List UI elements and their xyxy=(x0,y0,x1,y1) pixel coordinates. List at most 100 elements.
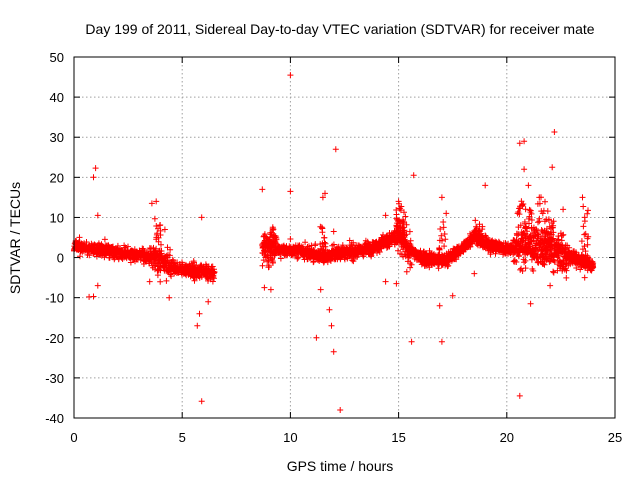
data-point xyxy=(198,214,205,221)
y-tick-label: 0 xyxy=(57,251,64,266)
data-point xyxy=(328,322,335,329)
data-point xyxy=(337,407,344,413)
y-tick-label: 30 xyxy=(50,130,64,145)
data-point xyxy=(287,236,294,242)
x-tick-label: 10 xyxy=(283,430,297,445)
data-point xyxy=(346,237,353,244)
data-point xyxy=(535,219,541,226)
data-point xyxy=(146,278,153,285)
x-tick-label: 20 xyxy=(500,430,514,445)
data-point xyxy=(161,226,168,233)
data-point xyxy=(166,252,173,259)
data-point xyxy=(406,228,413,235)
data-point xyxy=(198,398,205,405)
data-point xyxy=(408,338,415,345)
data-points xyxy=(71,72,597,413)
data-point xyxy=(472,217,479,224)
data-point xyxy=(259,262,266,269)
data-point xyxy=(482,182,489,189)
data-point xyxy=(86,252,93,259)
data-point xyxy=(579,194,586,201)
y-tick-label: -10 xyxy=(45,291,64,306)
data-point xyxy=(277,255,284,262)
x-tick-label: 5 xyxy=(179,430,186,445)
data-point xyxy=(211,269,218,275)
data-point xyxy=(563,274,570,281)
data-point xyxy=(151,215,158,222)
data-point xyxy=(332,146,339,153)
data-point xyxy=(580,203,587,210)
data-point xyxy=(581,274,588,281)
y-tick-label: 40 xyxy=(50,90,64,105)
data-point xyxy=(522,206,529,213)
data-point xyxy=(438,338,445,345)
data-point xyxy=(157,278,164,285)
data-point xyxy=(153,245,160,252)
data-point xyxy=(335,243,342,250)
data-point xyxy=(94,212,101,219)
data-point xyxy=(330,348,337,355)
data-point xyxy=(513,259,520,265)
y-tick-label: 50 xyxy=(50,50,64,65)
data-point xyxy=(521,259,528,266)
data-point xyxy=(339,242,346,249)
x-tick-label: 15 xyxy=(391,430,405,445)
data-point xyxy=(167,246,174,253)
data-point xyxy=(259,186,266,193)
data-point xyxy=(516,392,523,399)
data-point xyxy=(317,286,324,293)
data-point xyxy=(166,294,173,301)
data-point xyxy=(438,194,445,201)
data-point xyxy=(90,174,97,181)
y-tick-label: -20 xyxy=(45,331,64,346)
data-point xyxy=(558,237,565,244)
data-point xyxy=(545,217,552,224)
data-point xyxy=(376,249,383,255)
chart-title: Day 199 of 2011, Sidereal Day-to-day VTE… xyxy=(85,21,594,37)
data-point xyxy=(330,228,337,235)
data-point xyxy=(266,263,272,270)
data-point xyxy=(442,236,449,243)
data-point xyxy=(407,237,414,244)
data-point xyxy=(191,277,198,284)
data-point xyxy=(521,166,528,173)
data-point xyxy=(443,210,450,217)
data-point xyxy=(585,207,591,214)
data-point xyxy=(386,243,393,250)
data-point xyxy=(549,164,556,171)
y-tick-label: 10 xyxy=(50,210,64,225)
data-point xyxy=(209,278,216,285)
data-point xyxy=(417,247,424,254)
data-point xyxy=(403,268,410,275)
data-point xyxy=(287,188,294,195)
data-point xyxy=(154,272,161,279)
y-tick-label: -40 xyxy=(45,411,64,426)
data-point xyxy=(211,275,217,282)
x-tick-label: 0 xyxy=(70,430,77,445)
data-point xyxy=(326,306,333,313)
data-point xyxy=(267,286,274,293)
x-tick-label: 25 xyxy=(608,430,622,445)
data-point xyxy=(101,236,108,243)
y-axis-label: SDTVAR / TECUs xyxy=(7,182,23,294)
data-point xyxy=(522,257,529,264)
data-point xyxy=(194,322,201,329)
data-point xyxy=(93,253,100,260)
data-point xyxy=(264,258,271,265)
data-point xyxy=(269,259,276,266)
data-point xyxy=(313,334,320,341)
data-point xyxy=(382,278,389,285)
data-point xyxy=(547,282,554,289)
data-point xyxy=(467,243,474,250)
data-point xyxy=(395,247,401,254)
data-point xyxy=(408,261,415,268)
data-point xyxy=(294,255,301,262)
data-point xyxy=(453,256,460,263)
data-point xyxy=(86,293,93,300)
y-tick-label: -30 xyxy=(45,371,64,386)
data-point xyxy=(196,310,203,317)
data-point xyxy=(168,273,175,280)
data-point xyxy=(125,243,131,250)
data-point xyxy=(524,228,531,235)
data-point xyxy=(550,268,557,275)
